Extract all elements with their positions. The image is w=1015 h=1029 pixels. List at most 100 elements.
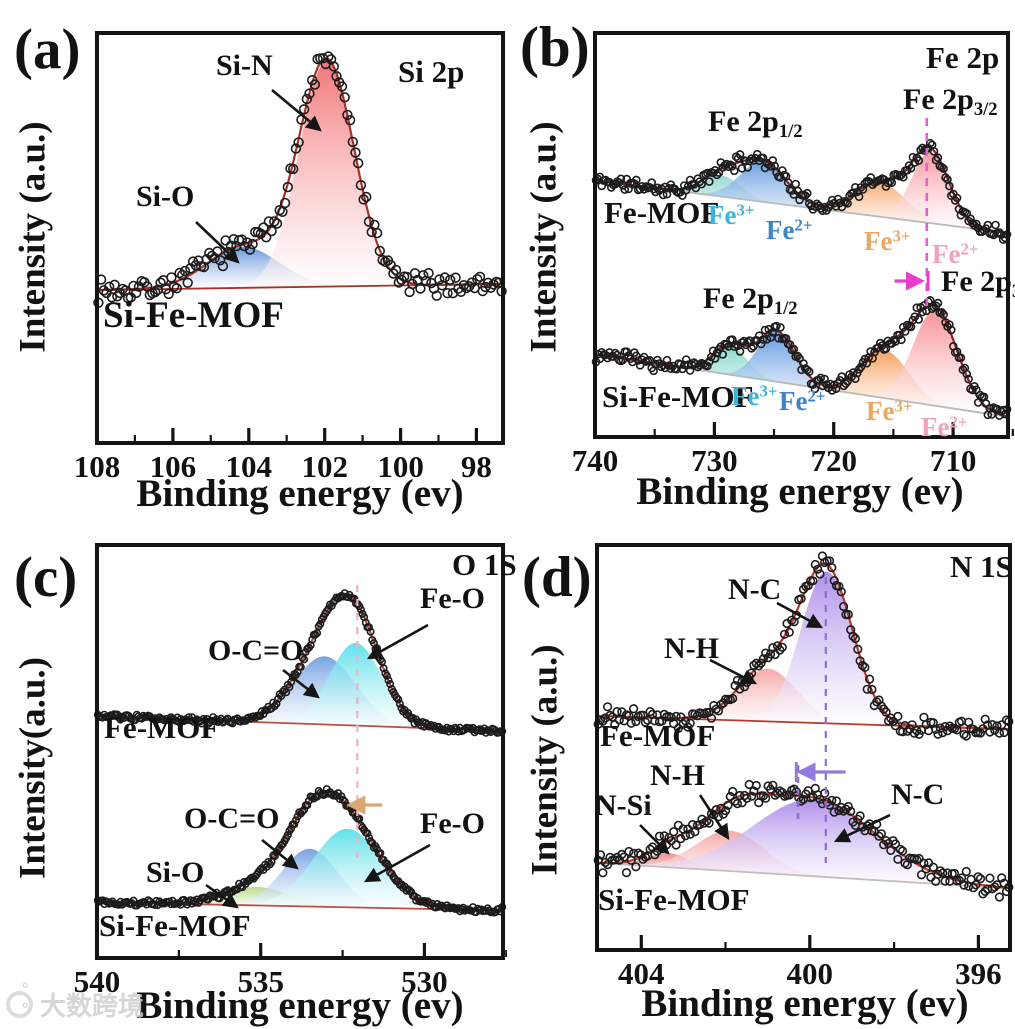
peak-fill-N-H (597, 830, 1010, 889)
panel-c-peak-label-oco-top: O-C=O (208, 634, 304, 667)
panel-a-x-axis-label: Binding energy (ev) (136, 472, 464, 515)
label-base: Fe 2p (903, 83, 974, 116)
label-base: Fe 2p (941, 265, 1012, 298)
label-superscript: 3+ (894, 396, 913, 416)
label-base: Fe 2p (703, 282, 774, 315)
panel-d-peak-label-n-c-top: N-C (728, 573, 782, 606)
x-tick-label: 720 (810, 443, 857, 478)
panel-d-plot: 404 400 396 (593, 543, 1014, 991)
x-tick-label: 396 (955, 956, 1002, 991)
panel-c-peak-label-fe-o-bottom: Fe-O (420, 807, 485, 840)
label-base: Fe 2p (708, 105, 779, 138)
annotation-arrow (363, 843, 431, 883)
label-subscript: 3/2 (1012, 281, 1015, 302)
spectrum-Si-Fe-MOF (93, 51, 507, 308)
label-base: Fe (766, 215, 795, 245)
panel-c-sample-label-fe-mof: Fe-MOF (104, 710, 220, 745)
label-subscript: 3/2 (973, 98, 998, 120)
panel-c-y-axis-label: Intensity(a.u.) (12, 656, 54, 880)
spectrum-Fe-MOF (591, 138, 1012, 244)
panel-c-peak-label-fe-o-top: Fe-O (420, 582, 485, 615)
panel-d-peak-label-n-h-bottom: N-H (650, 759, 705, 792)
panel-b-peak-label-fe2p32-bottom: Fe 2p3/2 (941, 266, 1015, 301)
panel-b-sample-label-si-fe-mof: Si-Fe-MOF (602, 379, 754, 414)
annotation-arrow (205, 883, 239, 909)
panel-a-sample-label: Si-Fe-MOF (103, 295, 284, 336)
label-superscript: 3+ (759, 381, 778, 401)
annotation-arrow (366, 623, 429, 660)
watermark: 大数跨境 (6, 980, 144, 1023)
annotation-arrow (639, 824, 670, 855)
peak-fill-Si-N (97, 61, 503, 291)
x-tick-label: 740 (572, 443, 619, 478)
scatter-points (591, 295, 1012, 420)
x-tick-label: 102 (301, 449, 348, 484)
annotation-arrow (833, 813, 891, 843)
label-subscript: 1/2 (773, 297, 798, 319)
baseline (596, 862, 1011, 890)
spectrum-Fe-MOF (93, 589, 507, 737)
scatter-points (93, 51, 507, 308)
panel-d-x-axis-label: Binding energy (ev) (641, 982, 969, 1025)
x-tick-label: 730 (691, 443, 738, 478)
label-superscript: 3+ (736, 200, 755, 220)
panel-b-ion-label-fe2-blue-top: Fe2+ (766, 216, 812, 244)
scatter-points (93, 589, 507, 737)
panel-b-ion-label-fe3-teal-top: Fe3+ (708, 201, 754, 229)
label-base: Fe (866, 396, 895, 426)
scatter-points (591, 138, 1012, 244)
label-base: Fe (779, 386, 808, 416)
spectrum-Si-Fe-MOF (591, 295, 1012, 420)
x-tick-label: 104 (226, 449, 273, 484)
scatter-points (93, 785, 507, 917)
panel-c-letter: (c) (14, 546, 78, 609)
panel-b-ion-label-fe2-blue-bottom: Fe2+ (779, 387, 825, 415)
annotation-arrow (776, 601, 824, 629)
panel-d-peak-label-n-c-bottom: N-C (891, 778, 945, 811)
x-tick-label: 535 (237, 964, 284, 999)
peak-fill-O-C=O (97, 656, 503, 731)
panel-b-ion-label-fe2-pink-bottom: Fe2+ (921, 413, 967, 441)
scatter-points (593, 551, 1014, 741)
spectrum-Si-Fe-MOF (93, 785, 507, 917)
panel-b-ion-label-fe3-teal-bottom: Fe3+ (731, 382, 777, 410)
x-tick-label: 530 (401, 964, 448, 999)
panel-a-peak-label-si-n: Si-N (216, 49, 273, 82)
label-subscript: 1/2 (778, 120, 803, 142)
spectrum-Si-Fe-MOF (593, 779, 1014, 902)
x-tick-label: 100 (377, 449, 424, 484)
panel-b-y-axis-label: Intensity (a.u.) (523, 121, 565, 353)
annotation-arrow (271, 89, 322, 132)
panel-a-letter: (a) (14, 18, 81, 81)
panel-d-sample-label-fe-mof: Fe-MOF (600, 718, 716, 753)
peak-fill-Si-O (97, 246, 503, 291)
panel-c-plot: 540 535 530 (74, 543, 507, 999)
panel-c-sample-label-si-fe-mof: Si-Fe-MOF (99, 908, 251, 943)
x-tick-label: 106 (150, 449, 197, 484)
peak-fill-N-C (597, 571, 1010, 730)
annotation-arrow (282, 668, 320, 699)
label-superscript: 2+ (960, 239, 979, 259)
label-superscript: 3+ (892, 226, 911, 246)
panel-b-peak-label-fe2p12-top: Fe 2p1/2 (708, 106, 803, 141)
plot-frame (95, 31, 505, 445)
panel-b-sample-label-fe-mof: Fe-MOF (604, 195, 720, 230)
label-base: Fe (731, 381, 760, 411)
panel-b-peak-label-fe2p12-bottom: Fe 2p1/2 (703, 283, 798, 318)
panel-c-title: O 1S (452, 547, 517, 582)
panel-c-peak-label-si-o: Si-O (146, 856, 205, 889)
panel-a-y-axis-label: Intensity (a.u.) (12, 121, 54, 353)
watermark-logo-icon (6, 980, 33, 1020)
panel-b-ion-label-fe3-orange-bottom: Fe3+ (866, 397, 912, 425)
annotation-arrow (261, 838, 299, 870)
peak-fill-Fe2+ 2p3/2 (595, 152, 1008, 233)
label-base: Fe (708, 200, 737, 230)
panel-b-x-axis-label: Binding energy (ev) (636, 470, 964, 513)
x-tick-label: 710 (930, 443, 977, 478)
panel-c-peak-label-oco-bottom: O-C=O (184, 802, 280, 835)
x-tick-label: 108 (74, 449, 121, 484)
x-tick-label: 404 (618, 956, 665, 991)
label-superscript: 2+ (949, 412, 968, 432)
annotation-arrow (195, 221, 240, 264)
